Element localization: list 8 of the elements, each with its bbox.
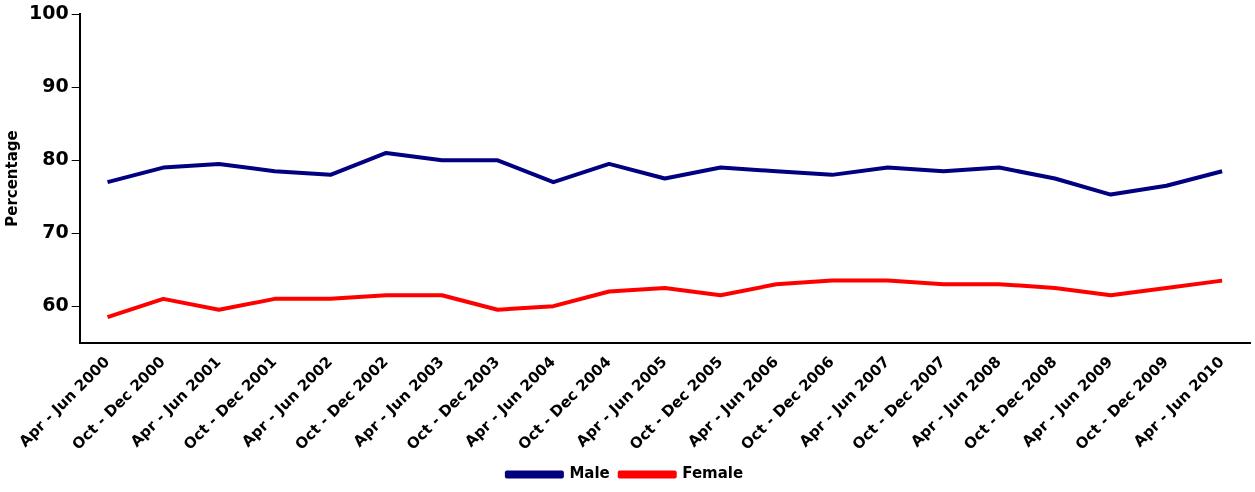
- legend-label: Male: [569, 464, 610, 483]
- legend-label: Female: [682, 464, 744, 483]
- y-tick-label: 80: [42, 147, 69, 170]
- y-axis-title: Percentage: [2, 130, 21, 227]
- y-tick-label: 60: [42, 293, 69, 316]
- y-tick-label: 70: [42, 220, 69, 243]
- y-tick-label: 90: [42, 74, 69, 97]
- y-tick-label: 100: [28, 1, 69, 24]
